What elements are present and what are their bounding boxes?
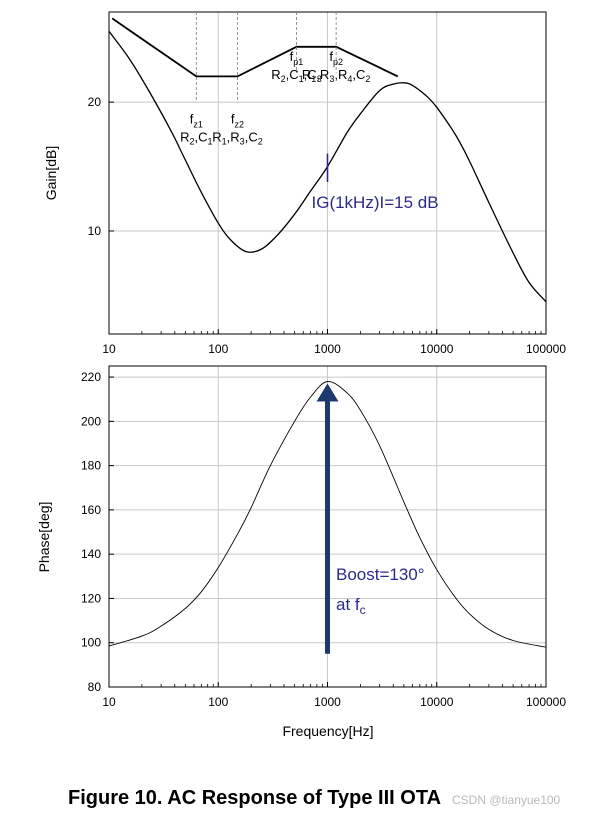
gain-1khz-label: IG(1kHz)I=15 dB: [312, 193, 439, 212]
gain-x-tick-label: 10000: [420, 342, 454, 356]
boost-at-fc-label: at fc: [336, 595, 366, 617]
component-letter: R: [180, 129, 189, 144]
gain-ticks: 10 100 1000 10000 100000 10 20: [88, 95, 567, 356]
component-separator: ,: [286, 67, 290, 82]
corner-freq-symbol: f: [329, 49, 333, 64]
component-index: 3: [240, 136, 245, 146]
gain-x-tick-label: 100000: [526, 342, 566, 356]
component-letter: R: [302, 67, 311, 82]
corner-components-label: R2,C1,C3: [271, 67, 321, 84]
corner-freq-label: fp2: [329, 49, 343, 67]
corner-freq-subscript: z1: [193, 119, 203, 129]
component-letter: C: [248, 129, 257, 144]
phase-x-tick-label: 10000: [420, 695, 454, 709]
component-letter: C: [198, 129, 207, 144]
component-letter: R: [320, 67, 329, 82]
corner-components-label: R2,C1: [180, 129, 212, 146]
phase-x-tick-label: 100000: [526, 695, 566, 709]
phase-curve: [109, 381, 546, 648]
component-separator: ,: [245, 129, 249, 144]
component-index: 2: [258, 136, 263, 146]
component-index: 1: [311, 74, 316, 84]
phase-y-tick-label: 140: [81, 547, 101, 561]
corner-freq-symbol: f: [190, 111, 194, 126]
corner-freq-symbol: f: [290, 49, 294, 64]
phase-x-tick-label: 100: [208, 695, 228, 709]
component-separator: ,: [304, 67, 308, 82]
phase-x-tick-label: 10: [102, 695, 116, 709]
component-letter: R: [338, 67, 347, 82]
boost-label: Boost=130°: [336, 565, 425, 584]
component-letter: R: [230, 129, 239, 144]
phase-y-tick-label: 180: [81, 459, 101, 473]
corner-components-label: R1,R3,C2: [212, 129, 262, 146]
component-index: 1: [299, 74, 304, 84]
phase-y-axis-label: Phase[deg]: [36, 502, 52, 573]
gain-x-tick-label: 10: [102, 342, 116, 356]
asymptote-line: [111, 17, 399, 78]
gain-y-tick-label: 10: [88, 224, 102, 238]
figure-caption: Figure 10. AC Response of Type III OTA: [68, 787, 441, 809]
corner-components-label: R1,R3,R4,C2: [302, 67, 371, 84]
phase-y-tick-label: 100: [81, 636, 101, 650]
corner-freq-subscript: p2: [333, 57, 343, 67]
watermark: CSDN @tianyue100: [452, 793, 561, 807]
corner-freq-subscript: z2: [235, 119, 245, 129]
phase-panel: 10 100 1000 10000 100000 80 100 120 140 160 180 200…: [36, 365, 566, 739]
phase-lines: [109, 381, 546, 648]
corner-freq-subscript: p1: [293, 57, 303, 67]
component-letter: R: [212, 129, 221, 144]
phase-y-tick-label: 120: [81, 591, 101, 605]
component-letter: C: [307, 67, 316, 82]
corner-freq-symbol: f: [231, 111, 235, 126]
component-index: 2: [281, 74, 286, 84]
gain-y-axis-label: Gain[dB]: [43, 146, 59, 200]
corner-freq-label: fz1: [190, 111, 203, 129]
phase-y-tick-label: 80: [88, 680, 102, 694]
phase-y-tick-label: 160: [81, 503, 101, 517]
component-index: 3: [329, 74, 334, 84]
component-letter: R: [271, 67, 280, 82]
gain-annotations: fz1R2,C1fz2R1,R3,C2fp1R2,C1,C3fp2R1,R3,R…: [180, 12, 370, 146]
component-index: 4: [347, 74, 352, 84]
component-index: 1: [222, 136, 227, 146]
component-separator: ,: [352, 67, 356, 82]
component-separator: ,: [227, 129, 231, 144]
phase-x-axis-label: Frequency[Hz]: [282, 723, 373, 739]
component-index: 2: [365, 74, 370, 84]
boost-arrow-head: [316, 383, 339, 402]
phase-x-tick-label: 1000: [314, 695, 341, 709]
corner-freq-label: fp1: [290, 49, 304, 67]
at-subscript: c: [360, 603, 366, 617]
component-index: 3: [317, 74, 322, 84]
component-letter: C: [289, 67, 298, 82]
phase-y-tick-label: 200: [81, 414, 101, 428]
phase-ticks: 10 100 1000 10000 100000 80 100 120 140 160 180 200…: [81, 370, 566, 709]
component-separator: ,: [316, 67, 320, 82]
gain-x-tick-label: 100: [208, 342, 228, 356]
corner-freq-label: fz2: [231, 111, 244, 129]
component-index: 2: [189, 136, 194, 146]
component-separator: ,: [334, 67, 338, 82]
component-index: 1: [208, 136, 213, 146]
component-letter: C: [356, 67, 365, 82]
gain-y-tick-label: 20: [88, 95, 102, 109]
gain-x-tick-label: 1000: [314, 342, 341, 356]
at-text: at f: [336, 595, 360, 614]
phase-y-tick-label: 220: [81, 370, 101, 384]
component-separator: ,: [195, 129, 199, 144]
boost-arrow: [316, 383, 339, 654]
